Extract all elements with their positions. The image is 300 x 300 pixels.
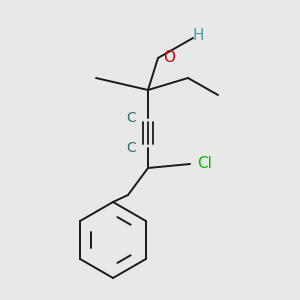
Text: H: H: [192, 28, 204, 44]
Text: C: C: [126, 141, 136, 155]
Text: C: C: [126, 111, 136, 125]
Text: O: O: [163, 50, 175, 65]
Text: Cl: Cl: [197, 155, 212, 170]
